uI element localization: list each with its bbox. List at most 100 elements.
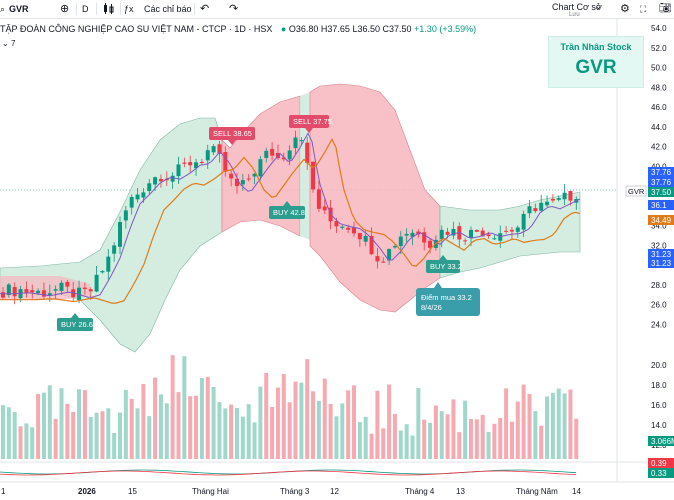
candle-body	[270, 148, 275, 156]
candle-body	[439, 229, 444, 240]
candle-body	[106, 256, 111, 272]
signal-arrow	[71, 313, 79, 318]
candles-icon[interactable]	[101, 3, 115, 15]
camera-icon[interactable]: 📷︎	[659, 3, 672, 14]
volume-bar	[352, 385, 356, 459]
volume-bar	[433, 405, 438, 459]
price-axis-tick: 26.0	[651, 301, 667, 310]
top-toolbar: ⌕ GVR ⊕ D ƒx Các chỉ báo ↶ ↷ Chart Cơ sở…	[0, 0, 674, 19]
candle-body	[305, 142, 310, 164]
volume-bar	[469, 419, 473, 459]
osc-label-b-box	[648, 468, 674, 478]
candle-body	[246, 178, 251, 180]
watermark-ticker: GVR	[575, 57, 617, 78]
price-axis-tick: 52.0	[651, 44, 667, 53]
buy-note-line1: Điểm mua 33.2	[421, 293, 472, 302]
volume-bar	[515, 401, 520, 459]
redo-icon[interactable]: ↷	[229, 3, 239, 15]
price-label-bb-lower-2-box	[648, 258, 674, 268]
candle-body	[205, 150, 210, 161]
signal-arrow	[439, 255, 447, 260]
price-label-bb-upper-box	[648, 167, 674, 177]
volume-bar	[340, 403, 345, 459]
interval-selector[interactable]: D	[82, 4, 89, 14]
indicators-button[interactable]: Các chỉ báo	[144, 4, 192, 14]
settings-gear-icon[interactable]: ⚙	[620, 3, 630, 15]
volume-bar	[574, 418, 579, 459]
candle-body	[53, 289, 58, 291]
candle-body	[30, 290, 35, 293]
buy-note-line2: 8/4/26	[421, 303, 442, 312]
layout-menu-icon[interactable]: ⌄	[595, 2, 602, 11]
legend-title: TẬP ĐOÀN CÔNG NGHIỆP CAO SU VIỆT NAM - C…	[0, 24, 273, 34]
volume-bar	[1, 405, 5, 459]
candle-body	[474, 230, 479, 232]
indicators-icon[interactable]: ƒx	[124, 4, 134, 14]
signal-buy-label: BUY 26.6	[61, 320, 93, 329]
candle-body	[550, 198, 555, 201]
time-axis-label: 14	[572, 487, 581, 496]
candle-body	[223, 152, 228, 172]
volume-bar	[521, 384, 526, 459]
volume-bar	[147, 416, 152, 459]
volume-bar	[123, 389, 128, 459]
volume-bar	[305, 359, 310, 459]
candle-body	[36, 290, 41, 294]
time-axis-label: Tháng Năm	[516, 487, 558, 496]
bollinger-band-green-1	[0, 117, 223, 353]
candle-body	[422, 232, 427, 243]
volume-bar	[258, 386, 263, 459]
volume-bar	[439, 411, 444, 459]
volume-bar	[264, 372, 269, 459]
indicator-count: 7	[10, 39, 16, 48]
undo-icon[interactable]: ↶	[200, 3, 210, 15]
candle-body	[492, 238, 497, 240]
time-axis-label: Tháng 3	[280, 487, 310, 496]
candle-body	[539, 202, 544, 211]
candle-body	[311, 161, 316, 190]
candle-body	[229, 173, 234, 179]
fullscreen-icon[interactable]: ⛶	[640, 4, 647, 14]
volume-bar	[246, 404, 251, 459]
layout-name[interactable]: Chart Cơ sở	[552, 2, 602, 12]
candle-body	[287, 150, 292, 160]
volume-bar	[118, 412, 122, 459]
osc-label-a-box	[648, 458, 674, 468]
candle-body	[322, 206, 327, 211]
candle-body	[82, 287, 87, 289]
candle-body	[240, 180, 245, 185]
volume-bar	[153, 377, 158, 459]
search-icon[interactable]: ⌕	[0, 4, 6, 14]
compare-add-icon[interactable]: ⊕	[60, 3, 70, 15]
volume-bar	[392, 413, 397, 459]
candle-body	[352, 227, 356, 234]
layout-status: Lưu	[569, 12, 580, 18]
watermark-box: Trần Nhân Stock GVR	[548, 36, 644, 88]
candle-body	[562, 192, 567, 200]
chevron-down-icon[interactable]: ⌄	[2, 39, 9, 48]
volume-bar	[88, 417, 93, 459]
volume-bar	[474, 419, 479, 459]
candle-body	[545, 201, 550, 206]
candle-body	[428, 240, 433, 248]
buy-note-box	[416, 288, 480, 316]
symbol-selector[interactable]: GVR	[9, 4, 29, 14]
candle-body	[47, 293, 52, 296]
candle-body	[469, 229, 473, 238]
candle-body	[1, 292, 5, 298]
price-axis-tick: 50.0	[651, 64, 667, 73]
candle-body	[293, 137, 298, 149]
price-label-bb-upper: 37.76	[651, 168, 672, 177]
indicator-toggle[interactable]: ⌄ 7	[2, 39, 15, 48]
volume-bar	[170, 355, 175, 459]
volume-bar	[6, 407, 11, 459]
volume-bar	[41, 392, 46, 459]
volume-bar	[270, 406, 275, 459]
candle-body	[281, 157, 286, 160]
price-label-bb-lower-2: 31.23	[651, 259, 672, 268]
volume-bar	[375, 390, 380, 459]
price-axis-tick: 46.0	[651, 103, 667, 112]
candle-body	[299, 140, 304, 142]
price-axis-tick: 28.0	[651, 281, 667, 290]
